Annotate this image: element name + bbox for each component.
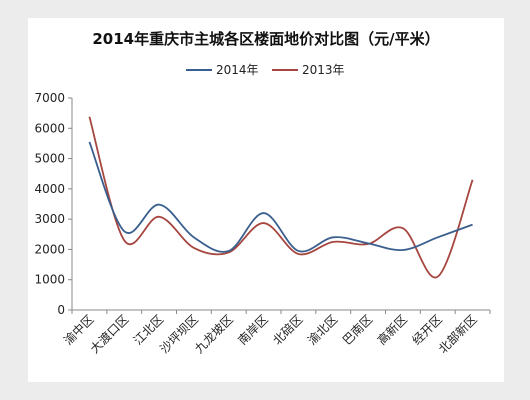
x-tick-label: 大渡口区 [87, 312, 132, 357]
y-tick-label: 1000 [34, 273, 65, 287]
legend-label: 2013年 [302, 63, 345, 77]
line-chart: 2014年重庆市主城各区楼面地价对比图（元/平米） 2014年 2013年 0 10… [34, 30, 491, 357]
series-layer [88, 116, 474, 279]
series-line-2014年 [88, 141, 473, 253]
y-tick-label: 3000 [34, 212, 65, 226]
y-tick-label: 6000 [34, 121, 65, 135]
x-tick-label: 九龙坡区 [192, 312, 236, 356]
x-tick-label: 北部新区 [435, 312, 480, 357]
legend-label: 2014年 [216, 63, 259, 77]
y-tick-label: 2000 [34, 242, 65, 256]
chart-frame: 2014年重庆市主城各区楼面地价对比图（元/平米） 2014年 2013年 0 10… [28, 18, 504, 382]
series-line-2013年 [88, 116, 474, 279]
x-tick-label: 高新区 [374, 312, 410, 348]
chart-title: 2014年重庆市主城各区楼面地价对比图（元/平米） [92, 30, 439, 48]
x-tick-label: 南岸区 [235, 312, 271, 348]
x-tick-label: 巴南区 [339, 312, 375, 348]
y-tick-label: 5000 [34, 152, 65, 166]
y-tick-label: 0 [57, 303, 65, 317]
x-tick-label: 渝北区 [304, 312, 340, 348]
x-tick-label: 北碚区 [269, 312, 305, 348]
legend: 2014年 2013年 [186, 63, 345, 77]
y-tick-label: 7000 [34, 91, 65, 105]
y-tick-label: 4000 [34, 182, 65, 196]
